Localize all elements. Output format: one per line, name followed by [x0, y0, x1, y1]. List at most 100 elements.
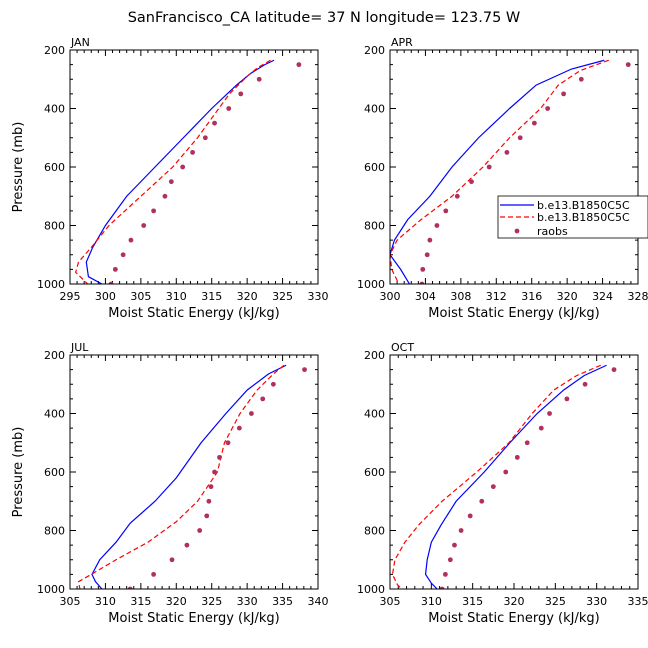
series-line-1 — [91, 364, 287, 589]
panel-apr: 300 304 308 312 316 320 324 328 200 400 600 800 1000… — [357, 36, 648, 321]
raobs-point — [434, 223, 440, 228]
raobs-point — [427, 237, 433, 243]
x-tick-label: 330 — [237, 595, 258, 608]
raobs-point — [151, 208, 157, 214]
y-tick-label: 200 — [364, 44, 385, 57]
x-tick-label: 335 — [628, 595, 648, 608]
raobs-point — [517, 135, 523, 141]
x-tick-label: 316 — [521, 290, 542, 303]
x-axis-label: Moist Static Energy (kJ/kg) — [428, 611, 599, 626]
x-tick-label: 310 — [95, 595, 116, 608]
y-tick-label: 800 — [44, 525, 65, 538]
panel-title: JAN — [70, 36, 90, 49]
x-tick-label: 325 — [201, 595, 222, 608]
x-tick-label: 305 — [60, 595, 81, 608]
x-tick-label: 325 — [545, 595, 566, 608]
y-tick-label: 1000 — [357, 583, 385, 596]
legend-marker — [514, 228, 520, 234]
series-line-1 — [424, 364, 607, 589]
panel-jan: 295 300 305 310 315 320 325 330 200 400 600 800 1000… — [11, 36, 329, 321]
y-tick-label: 1000 — [37, 278, 65, 291]
plot-frame — [389, 354, 639, 590]
raobs-point — [479, 498, 485, 504]
y-tick-label: 400 — [364, 103, 385, 116]
raobs-point — [611, 367, 617, 373]
raobs-point — [270, 381, 276, 387]
raobs-point — [260, 396, 266, 402]
raobs-point — [225, 440, 231, 446]
raobs-point — [108, 281, 114, 284]
raobs-point — [454, 193, 460, 199]
x-tick-label: 304 — [415, 290, 436, 303]
raobs-point — [204, 513, 210, 519]
y-tick-label: 800 — [364, 525, 385, 538]
raobs-point — [162, 193, 168, 199]
x-axis-label: Moist Static Energy (kJ/kg) — [428, 306, 599, 321]
y-tick-label: 400 — [44, 408, 65, 421]
plot-frame — [69, 49, 319, 285]
raobs-point — [582, 381, 588, 387]
plot-data — [77, 364, 307, 589]
x-tick-label: 325 — [272, 290, 293, 303]
x-tick-label: 324 — [592, 290, 613, 303]
raobs-point — [206, 498, 212, 504]
x-tick-label: 315 — [130, 595, 151, 608]
x-tick-label: 300 — [380, 290, 401, 303]
raobs-point — [458, 528, 464, 533]
raobs-point — [212, 469, 217, 475]
y-tick-label: 600 — [364, 161, 385, 174]
raobs-point — [169, 557, 175, 563]
raobs-point — [443, 208, 449, 214]
y-tick-label: 200 — [364, 349, 385, 362]
raobs-point — [424, 252, 430, 258]
legend-label: b.e13.B1850C5C — [537, 211, 630, 224]
series-line-1 — [85, 59, 275, 284]
y-tick-label: 200 — [44, 44, 65, 57]
y-tick-label: 400 — [44, 103, 65, 116]
x-tick-label: 315 — [462, 595, 483, 608]
legend-label: b.e13.B1850C5C — [537, 199, 630, 212]
series-line-2 — [391, 364, 602, 589]
x-tick-label: 295 — [60, 290, 81, 303]
raobs-point — [248, 411, 254, 416]
raobs-point — [545, 106, 551, 111]
raobs-point — [490, 484, 496, 490]
plot-data — [390, 59, 631, 284]
x-tick-label: 340 — [308, 595, 329, 608]
x-tick-label: 315 — [201, 290, 222, 303]
x-tick-label: 330 — [308, 290, 329, 303]
raobs-point — [217, 454, 222, 460]
legend-label: raobs — [537, 225, 568, 238]
raobs-point — [625, 62, 631, 68]
raobs-point — [112, 266, 118, 272]
plot-frame — [69, 354, 319, 590]
raobs-point — [197, 528, 203, 533]
y-tick-label: 1000 — [357, 278, 385, 291]
raobs-point — [419, 281, 425, 284]
raobs-point — [180, 164, 186, 170]
y-axis-label: Pressure (mb) — [11, 122, 26, 213]
plot-frame — [389, 49, 639, 285]
raobs-point — [504, 149, 510, 155]
raobs-point — [486, 164, 492, 170]
raobs-point — [503, 469, 509, 475]
y-tick-label: 1000 — [37, 583, 65, 596]
x-axis-label: Moist Static Energy (kJ/kg) — [108, 306, 279, 321]
series-line-2 — [77, 364, 285, 589]
plot-data — [391, 364, 617, 589]
raobs-point — [452, 542, 457, 548]
x-tick-label: 320 — [557, 290, 578, 303]
raobs-point — [151, 571, 157, 577]
raobs-point — [184, 542, 190, 548]
y-tick-label: 800 — [364, 220, 385, 233]
raobs-point — [208, 484, 214, 490]
raobs-point — [467, 513, 473, 519]
x-tick-label: 310 — [166, 290, 187, 303]
figure-title: SanFrancisco_CA latitude= 37 N longitude… — [128, 10, 521, 26]
raobs-point — [564, 396, 570, 402]
raobs-point — [442, 571, 448, 577]
panel-title: JUL — [70, 341, 89, 354]
raobs-point — [141, 223, 147, 228]
raobs-point — [514, 454, 520, 460]
